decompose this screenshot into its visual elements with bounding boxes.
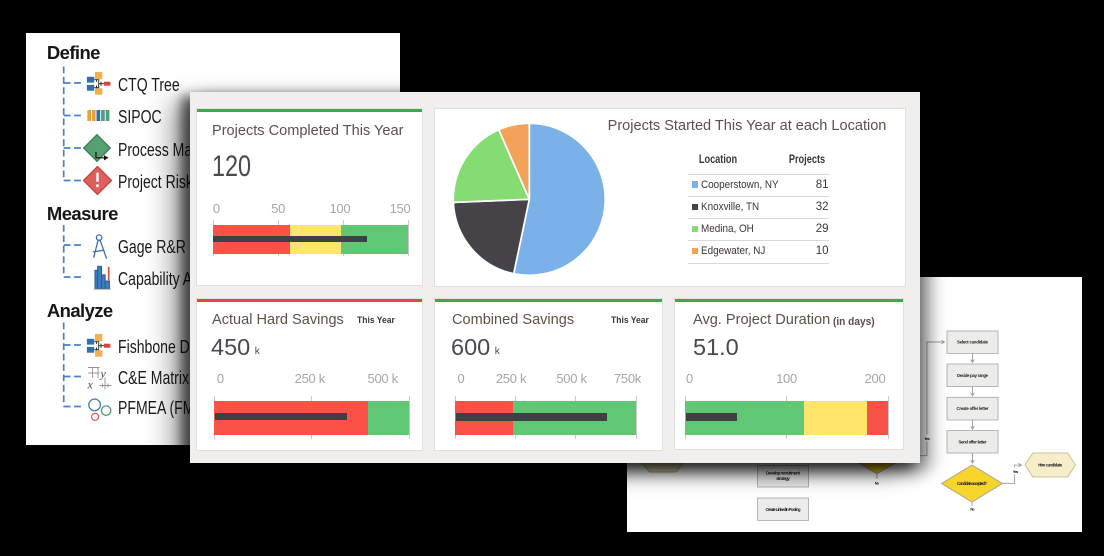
- svg-text:Create offer letter: Create offer letter: [957, 406, 989, 411]
- svg-text:x: x: [87, 378, 94, 392]
- svg-text:Create LinkedIn Posting: Create LinkedIn Posting: [766, 507, 801, 512]
- svg-text:strategy: strategy: [776, 476, 790, 481]
- svg-text:Develop recruitment: Develop recruitment: [766, 471, 801, 476]
- svg-text:No: No: [970, 507, 975, 512]
- svg-text:y: y: [100, 367, 107, 381]
- svg-text:Decide pay range: Decide pay range: [957, 373, 989, 378]
- svg-text:No: No: [875, 481, 880, 486]
- svg-text:Yes: Yes: [1013, 469, 1019, 474]
- svg-text:Hire candidate: Hire candidate: [1038, 463, 1063, 468]
- svg-text:Select candidate: Select candidate: [957, 340, 989, 345]
- svg-text:Yes: Yes: [924, 436, 930, 441]
- svg-text:Candidate accepted?: Candidate accepted?: [957, 481, 987, 486]
- svg-text:Send offer letter: Send offer letter: [959, 439, 987, 444]
